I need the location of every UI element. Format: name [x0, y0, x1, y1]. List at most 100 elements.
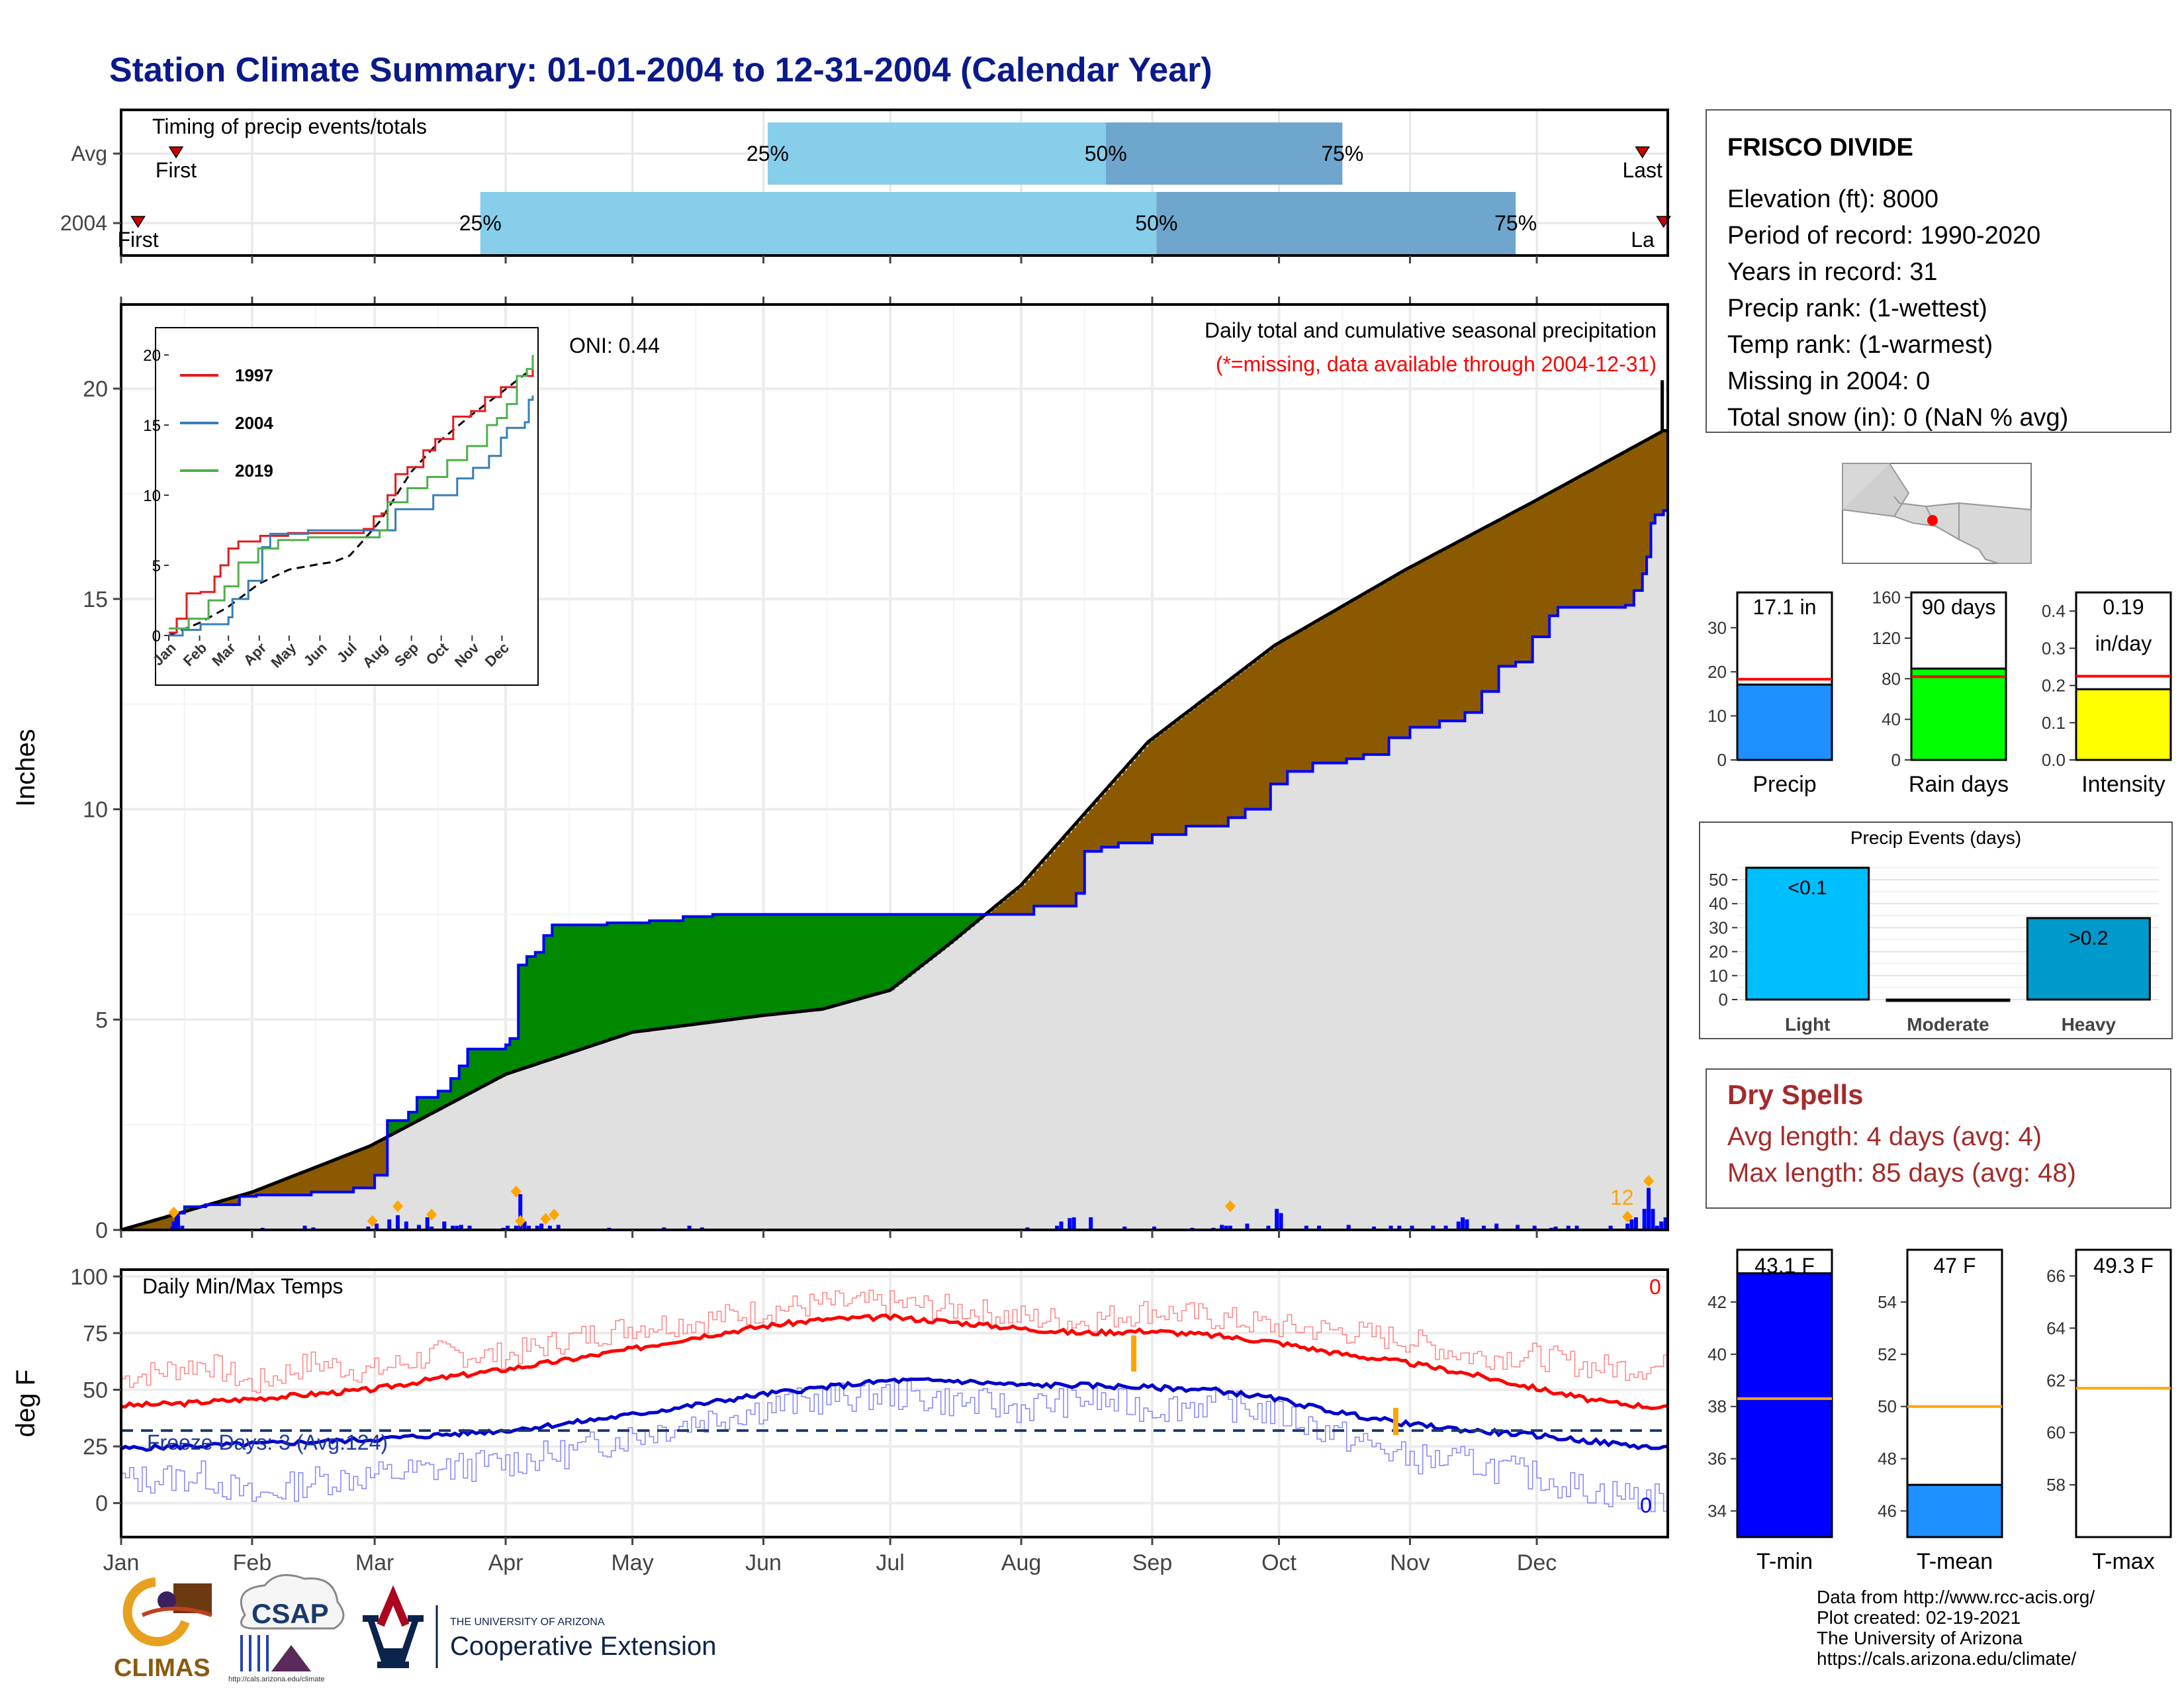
cum-base-fill: [747, 1017, 752, 1230]
surplus-fill: [754, 914, 760, 1017]
cum-base-fill: [1566, 607, 1571, 1230]
cum-base-fill: [1549, 616, 1555, 1230]
temp-ytick-label: 75: [83, 1321, 108, 1346]
cum-base-fill: [442, 1107, 447, 1230]
daily-precip-bar: [387, 1219, 392, 1230]
deficit-fill: [1629, 449, 1635, 606]
surplus-fill: [556, 925, 561, 1058]
surplus-fill: [387, 1120, 392, 1137]
surplus-fill: [476, 1049, 481, 1090]
deficit-fill: [1406, 569, 1411, 738]
deficit-fill: [1055, 847, 1060, 906]
cum-base-fill: [1557, 607, 1563, 1230]
daily-precip-bar: [1266, 1225, 1271, 1230]
deficit-fill: [1101, 794, 1107, 847]
cum-base-fill: [1317, 763, 1322, 1230]
daily-precip-bar: [1629, 1219, 1634, 1230]
cum-base-fill: [421, 1119, 426, 1230]
cum-base-fill: [1152, 834, 1157, 1230]
daily-precip-bar: [1663, 1217, 1668, 1230]
surplus-fill: [657, 920, 662, 1029]
temp-ytick-label: 0: [95, 1491, 108, 1517]
cum-base-fill: [1156, 834, 1161, 1230]
daily-precip-bar: [425, 1217, 430, 1230]
cum-base-fill: [218, 1204, 223, 1230]
deficit-fill: [1338, 608, 1343, 763]
station-line: Temp rank: (1-warmest): [1727, 331, 1993, 359]
cum-base-fill: [1392, 737, 1398, 1230]
timing-pct-label: 50%: [1135, 211, 1177, 235]
avg-max-line: [120, 1313, 1668, 1411]
inset-ytick-label: 20: [143, 347, 161, 365]
surplus-fill: [446, 1091, 451, 1106]
surplus-fill: [480, 1049, 485, 1088]
ua-letter: A: [387, 1646, 388, 1648]
month-label: May: [611, 1550, 653, 1575]
last-label: Last: [1622, 158, 1662, 182]
deficit-fill: [383, 1139, 388, 1176]
cum-base-fill: [822, 1009, 827, 1230]
deficit-fill: [1126, 765, 1132, 843]
deficit-fill: [1253, 661, 1259, 810]
surplus-fill: [598, 925, 604, 1044]
cum-base-fill: [294, 1195, 299, 1230]
cum-base-fill: [1071, 906, 1077, 1230]
cum-base-fill: [653, 1029, 659, 1230]
cum-base-fill: [349, 1192, 354, 1230]
surplus-fill: [459, 1066, 464, 1100]
daily-precip-bar: [1228, 1225, 1232, 1230]
daily-precip-bar: [430, 1226, 434, 1230]
cum-base-fill: [1570, 607, 1576, 1230]
cum-base-fill: [1363, 754, 1369, 1230]
deficit-fill: [1122, 771, 1128, 843]
deficit-fill: [311, 1168, 316, 1192]
deficit-fill: [150, 1221, 156, 1230]
climas-logo: CLIMAS: [114, 1577, 212, 1682]
surplus-fill: [915, 914, 921, 970]
deficit-fill: [1177, 719, 1183, 835]
station-line: Precip rank: (1-wettest): [1727, 295, 1987, 322]
surplus-fill: [814, 914, 819, 1010]
deficit-fill: [1283, 640, 1288, 784]
deficit-fill: [1583, 474, 1588, 608]
cum-base-fill: [467, 1094, 473, 1230]
cum-base-fill: [1482, 691, 1487, 1230]
cum-base-fill: [1139, 843, 1144, 1230]
temp-ytick-label: 100: [70, 1264, 108, 1289]
ua-logo: A THE UNIVERSITY OF ARIZONA Cooperative …: [363, 1585, 716, 1668]
cum-base-fill: [1253, 809, 1259, 1230]
deficit-fill: [1334, 611, 1339, 763]
deficit-fill: [1351, 601, 1356, 759]
deficit-fill: [995, 906, 1001, 915]
cum-base-fill: [1342, 763, 1347, 1230]
month-label: Jun: [745, 1550, 782, 1575]
cum-base-fill: [446, 1105, 451, 1230]
surplus-fill: [467, 1049, 473, 1095]
daily-precip-bar: [442, 1221, 447, 1230]
missing-marker: [367, 1215, 378, 1227]
cum-base-fill: [1063, 906, 1068, 1230]
cum-base-fill: [1447, 721, 1453, 1230]
missing-marker: [549, 1208, 560, 1221]
surplus-fill: [852, 914, 857, 1001]
month-label: Nov: [1390, 1550, 1430, 1575]
cum-base-fill: [265, 1195, 270, 1230]
daily-precip-bar: [526, 1225, 531, 1230]
surplus-fill: [936, 914, 942, 954]
surplus-fill: [780, 914, 786, 1014]
precip-panel: 0 5 10 15 20 Inches Daily total and cumulati…: [11, 303, 1669, 1243]
cum-base-fill: [628, 1033, 633, 1230]
cum-base-fill: [1215, 825, 1220, 1230]
deficit-fill: [1232, 677, 1238, 818]
surplus-fill: [864, 914, 870, 998]
csap-url: http://cals.arizona.edu/climate: [228, 1675, 325, 1683]
surplus-fill: [539, 952, 545, 1063]
deficit-fill: [1131, 761, 1136, 843]
cum-base-fill: [1190, 825, 1195, 1230]
daily-precip-bar: [1553, 1226, 1558, 1230]
deficit-fill: [1431, 556, 1436, 727]
cum-base-fill: [1583, 607, 1588, 1230]
cum-base-fill: [1520, 662, 1525, 1230]
deficit-fill: [1342, 606, 1347, 763]
cum-base-fill: [1084, 851, 1089, 1230]
